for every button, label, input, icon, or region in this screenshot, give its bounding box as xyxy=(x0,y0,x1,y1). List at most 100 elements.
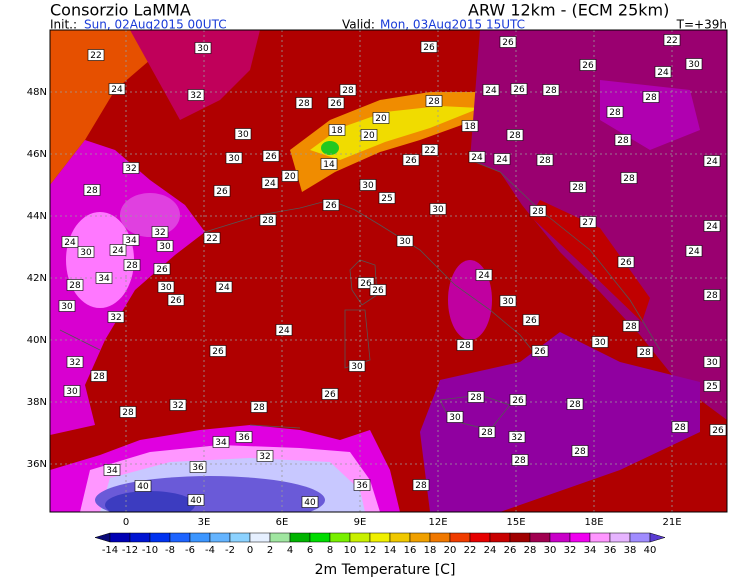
station-value: 30 xyxy=(706,358,718,368)
colorbar-cell xyxy=(129,532,151,543)
station-box xyxy=(429,203,447,215)
station-value: 22 xyxy=(90,51,101,61)
station-value: 25 xyxy=(706,382,717,392)
station-value: 26 xyxy=(372,286,384,296)
station-box xyxy=(642,91,660,103)
colorbar-cell xyxy=(489,532,511,543)
station-value: 26 xyxy=(360,279,372,289)
station-box xyxy=(456,339,474,351)
colorbar-label: -8 xyxy=(165,545,175,556)
station-box xyxy=(213,185,231,197)
colorbar-label: -12 xyxy=(122,545,138,556)
station-value: 25 xyxy=(381,194,392,204)
valid-label: Valid: xyxy=(342,18,375,32)
colorbar-cell xyxy=(609,532,631,543)
station-box xyxy=(709,424,727,436)
colorbar-cell xyxy=(409,532,431,543)
colorbar-label: 40 xyxy=(644,545,657,556)
station-box xyxy=(261,177,279,189)
station-value: 26 xyxy=(423,43,435,53)
station-box xyxy=(235,431,253,443)
colorbar-label: 0 xyxy=(247,545,253,556)
colorbar-cell xyxy=(109,532,131,543)
station-value: 22 xyxy=(206,234,217,244)
station-box xyxy=(275,324,293,336)
colorbar-cell xyxy=(389,532,411,543)
station-box xyxy=(187,494,205,506)
station-box xyxy=(194,42,212,54)
station-box xyxy=(506,129,524,141)
station-value: 34 xyxy=(98,274,110,284)
station-box xyxy=(703,356,721,368)
station-box xyxy=(122,162,140,174)
model: ARW 12km - (ECM 25km) xyxy=(468,1,669,20)
lon-label: 9E xyxy=(354,517,367,528)
station-value: 24 xyxy=(496,155,508,165)
station-value: 24 xyxy=(218,283,230,293)
station-value: 30 xyxy=(449,413,461,423)
station-box xyxy=(620,172,638,184)
station-value: 18 xyxy=(464,122,476,132)
station-value: 30 xyxy=(159,242,171,252)
station-box xyxy=(420,41,438,53)
station-value: 32 xyxy=(259,452,270,462)
station-box xyxy=(671,421,689,433)
lat-label: 48N xyxy=(27,87,47,98)
station-box xyxy=(509,394,527,406)
station-box xyxy=(499,295,517,307)
station-box xyxy=(402,154,420,166)
station-box xyxy=(510,83,528,95)
colorbar-cell xyxy=(209,532,231,543)
colorbar-cell xyxy=(549,532,571,543)
colorbar-label: 30 xyxy=(544,545,557,556)
station-value: 22 xyxy=(666,36,677,46)
station-box xyxy=(579,59,597,71)
station-box xyxy=(508,431,526,443)
lon-label: 15E xyxy=(506,517,525,528)
station-value: 36 xyxy=(356,481,368,491)
station-box xyxy=(156,240,174,252)
colorbar-cell xyxy=(429,532,451,543)
station-box xyxy=(478,426,496,438)
station-value: 28 xyxy=(545,86,557,96)
colorbar-title: 2m Temperature [C] xyxy=(315,562,456,578)
station-value: 24 xyxy=(478,271,490,281)
station-box xyxy=(529,205,547,217)
station-box xyxy=(353,479,371,491)
station-value: 40 xyxy=(190,496,202,506)
colorbar-cell xyxy=(149,532,171,543)
station-box xyxy=(378,192,396,204)
colorbar-label: 38 xyxy=(624,545,637,556)
station-value: 28 xyxy=(262,216,274,226)
lon-label: 6E xyxy=(276,517,289,528)
colorbar-label: 24 xyxy=(484,545,497,556)
station-box xyxy=(320,158,338,170)
colorbar-cell xyxy=(289,532,311,543)
station-value: 32 xyxy=(154,228,165,238)
station-box xyxy=(663,34,681,46)
station-box xyxy=(339,84,357,96)
station-value: 28 xyxy=(69,281,81,291)
station-box xyxy=(189,461,207,473)
station-box xyxy=(63,385,81,397)
colorbar-label: 20 xyxy=(444,545,457,556)
colorbar-label: 2 xyxy=(267,545,273,556)
colorbar-cell xyxy=(629,532,651,543)
station-box xyxy=(77,246,95,258)
station-value: 28 xyxy=(126,261,138,271)
colorbar-cell xyxy=(349,532,371,543)
station-box xyxy=(357,277,375,289)
station-value: 24 xyxy=(706,222,718,232)
station-value: 28 xyxy=(625,322,637,332)
station-value: 28 xyxy=(617,136,629,146)
colorbar-label: -6 xyxy=(185,545,195,556)
station-box xyxy=(119,406,137,418)
station-box xyxy=(703,289,721,301)
colorbar-cell xyxy=(569,532,591,543)
station-box xyxy=(369,284,387,296)
station-value: 32 xyxy=(190,91,201,101)
station-value: 30 xyxy=(80,248,92,258)
station-value: 30 xyxy=(362,181,374,191)
